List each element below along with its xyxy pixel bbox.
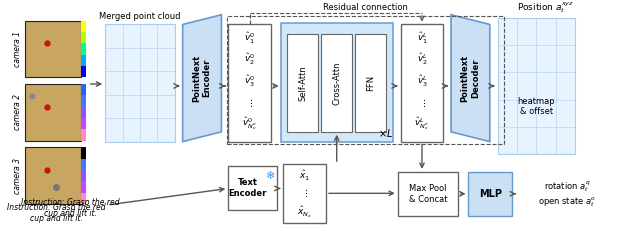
Bar (397, 172, 458, 216)
Bar (25, 84, 81, 141)
Bar (228, 166, 276, 210)
Text: rotation $a_t^q$
open state $a_t^o$: rotation $a_t^q$ open state $a_t^o$ (538, 179, 596, 209)
Text: $\hat{v}_{N_v^e}^0$: $\hat{v}_{N_v^e}^0$ (242, 116, 257, 132)
Text: $\hat{x}_{N_x}$: $\hat{x}_{N_x}$ (297, 205, 312, 220)
Bar (81, 55, 86, 66)
Text: $\times L$: $\times L$ (378, 127, 393, 139)
Text: ❄: ❄ (265, 171, 275, 181)
Text: $\hat{v}_3^0$: $\hat{v}_3^0$ (244, 74, 255, 89)
Bar (401, 24, 444, 142)
Text: $\hat{v}_{N_v^e}^L$: $\hat{v}_{N_v^e}^L$ (415, 116, 429, 132)
Bar (105, 24, 175, 142)
Bar (468, 172, 512, 216)
Bar (81, 66, 86, 77)
Text: camera 2: camera 2 (13, 94, 22, 130)
Text: $\vdots$: $\vdots$ (246, 97, 253, 108)
Bar (81, 159, 86, 170)
Text: FFN: FFN (366, 75, 375, 91)
Bar (81, 95, 86, 107)
Text: camera 1: camera 1 (13, 31, 22, 67)
Bar (287, 34, 318, 132)
Text: Self-Attn: Self-Attn (298, 65, 307, 101)
Bar (227, 16, 504, 144)
Bar (81, 107, 86, 118)
Text: PointNext
Encoder: PointNext Encoder (193, 55, 212, 102)
Text: $\vdots$: $\vdots$ (419, 97, 426, 108)
Bar (355, 34, 386, 132)
Bar (497, 18, 575, 154)
Bar (81, 118, 86, 129)
Bar (81, 193, 86, 204)
Bar (81, 43, 86, 55)
Text: Instruction: Grasp the red
cup and lift it.: Instruction: Grasp the red cup and lift … (21, 198, 120, 218)
Polygon shape (451, 15, 490, 142)
Text: MLP: MLP (479, 189, 502, 199)
Bar (25, 21, 81, 77)
Text: Position $a_t^{xyz}$: Position $a_t^{xyz}$ (518, 0, 575, 15)
Text: Instruction: Grasp the red
cup and lift it.: Instruction: Grasp the red cup and lift … (8, 203, 106, 223)
Bar (282, 22, 393, 142)
Text: camera 3: camera 3 (13, 158, 22, 194)
Bar (81, 32, 86, 43)
Text: PointNext
Decoder: PointNext Decoder (461, 55, 480, 102)
Text: $\hat{v}_1^0$: $\hat{v}_1^0$ (244, 31, 255, 46)
Text: Text
Encoder: Text Encoder (228, 178, 267, 198)
Text: $\hat{v}_1^L$: $\hat{v}_1^L$ (417, 31, 428, 46)
Bar (81, 21, 86, 32)
Bar (228, 24, 271, 142)
Bar (81, 147, 86, 159)
Text: Max Pool
& Concat: Max Pool & Concat (408, 184, 447, 204)
Text: Residual connection: Residual connection (323, 3, 408, 12)
Text: $\hat{v}_2^0$: $\hat{v}_2^0$ (244, 52, 255, 67)
Text: Cross-Attn: Cross-Attn (332, 61, 341, 105)
Bar (81, 84, 86, 95)
Text: $\hat{v}_3^L$: $\hat{v}_3^L$ (417, 74, 428, 89)
Text: heatmap
& offset: heatmap & offset (518, 97, 555, 116)
Text: $\hat{v}_2^L$: $\hat{v}_2^L$ (417, 52, 428, 67)
Text: $\hat{x}_1$: $\hat{x}_1$ (299, 169, 310, 183)
Bar (321, 34, 352, 132)
Polygon shape (182, 15, 221, 142)
Text: Merged point cloud: Merged point cloud (99, 12, 180, 21)
Bar (25, 147, 81, 204)
Text: $\vdots$: $\vdots$ (301, 187, 308, 199)
Bar (81, 170, 86, 181)
Bar (81, 129, 86, 141)
Bar (284, 164, 326, 223)
Bar (81, 181, 86, 193)
